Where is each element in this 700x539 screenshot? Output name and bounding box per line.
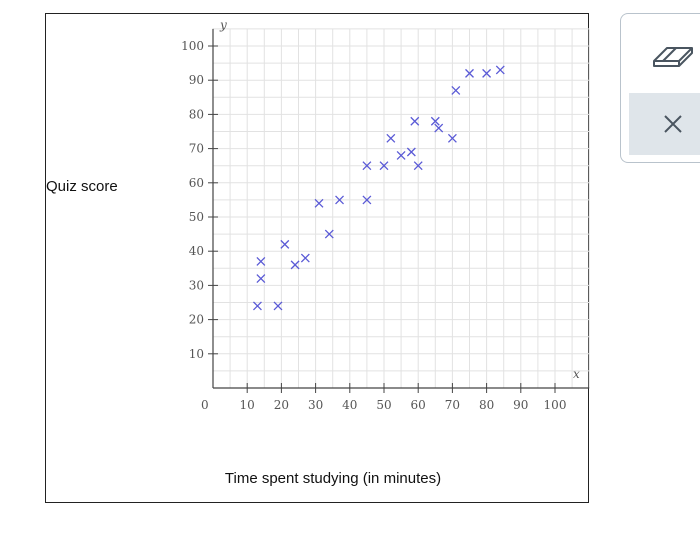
data-point [447,133,457,143]
data-point [410,116,420,126]
data-point [273,301,283,311]
data-point [465,68,474,78]
data-point [406,147,416,157]
x-tick-label: 80 [479,398,494,412]
y-tick-label: 50 [189,210,204,224]
data-point [253,301,262,311]
data-point [362,161,372,171]
axes [208,28,590,393]
x-tick-label: 60 [411,398,426,412]
x-tick-label: 90 [513,398,528,412]
close-button[interactable] [629,93,700,155]
data-point [324,229,334,239]
data-point [430,116,440,126]
x-axis-label-wrap: Time spent studying (in minutes) [0,470,700,487]
graph-panel [45,13,589,503]
data-point [280,239,290,249]
data-point [256,274,266,284]
data-point [300,253,310,263]
x-tick-label: 100 [544,398,567,412]
y-axis-label: Quiz score [46,178,118,195]
grid [213,28,590,388]
data-point [379,161,389,171]
y-tick-label: 80 [189,107,204,121]
data-point [290,260,300,270]
tick-labels: 10 20 30 40 50 60 70 80 90 100 10 20 30 40 50 60 70 80 90 1… [181,39,566,412]
y-axis-letter: y [219,18,227,32]
y-tick-label: 60 [189,176,204,190]
data-point [434,123,444,133]
y-tick-label: 20 [189,313,204,327]
y-tick-label: 40 [189,244,204,258]
y-tick-label: 10 [189,347,204,361]
data-point [396,150,406,160]
x-tick-label: 30 [308,398,323,412]
data-point [256,257,266,266]
origin-label: 0 [201,398,209,412]
data-point [495,65,505,75]
eraser-button[interactable] [633,26,700,86]
y-tick-label: 100 [181,39,204,53]
data-point [335,195,344,205]
x-tick-label: 10 [240,398,255,412]
data-points [253,65,505,311]
x-tick-label: 40 [342,398,357,412]
x-tick-label: 50 [376,398,391,412]
x-tick-label: 20 [274,398,289,412]
y-tick-label: 30 [189,278,204,292]
close-icon [664,115,682,133]
y-tick-label: 90 [189,73,204,87]
data-point [314,198,324,208]
data-point [413,161,423,171]
x-axis-label: Time spent studying (in minutes) [224,470,442,487]
x-tick-label: 70 [445,398,460,412]
data-point [362,195,372,205]
tool-panel [620,13,700,163]
data-point [482,68,492,78]
x-axis-letter: x [573,367,580,381]
y-tick-label: 70 [189,142,204,156]
eraser-icon [653,47,693,67]
data-point [386,133,396,143]
data-point [451,86,461,95]
